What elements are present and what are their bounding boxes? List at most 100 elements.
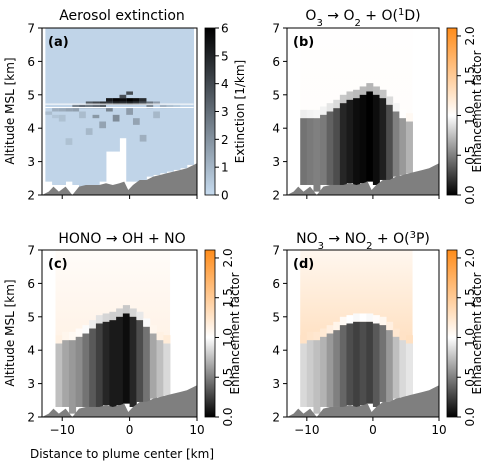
- plot-area-b: [287, 28, 439, 195]
- extinction-cell: [52, 114, 60, 119]
- x-tick-label: 10: [189, 423, 204, 437]
- colorbar-tick-label: 1.0: [463, 328, 477, 347]
- enhancement-cap: [320, 328, 328, 337]
- extinction-cell: [139, 98, 147, 102]
- enhancement-column: [122, 313, 131, 404]
- enhancement-column: [136, 320, 144, 402]
- enhancement-cap: [129, 308, 137, 317]
- extinction-cell: [58, 108, 66, 112]
- extinction-cell: [132, 101, 141, 105]
- x-tick-label: 0: [369, 423, 377, 437]
- y-tick-label: 7: [272, 244, 280, 258]
- enhancement-cap: [366, 83, 374, 92]
- extinction-cell: [72, 104, 80, 109]
- enhancement-column: [306, 118, 314, 185]
- enhancement-column: [82, 333, 90, 407]
- enhancement-cap: [306, 331, 314, 341]
- plot-area-c: [42, 250, 197, 417]
- panel-a: (a) 2 3 4 5 6 7 0 1 2 3 4 5 6 Extinction [1/km]: [27, 22, 247, 203]
- enhancement-cap: [300, 335, 308, 344]
- enhancement-cap: [353, 313, 361, 322]
- enhancement-column: [392, 111, 400, 177]
- enhancement-cap: [300, 109, 308, 119]
- extinction-cell: [153, 111, 161, 119]
- enhancement-cap: [306, 109, 314, 119]
- extinction-cell: [99, 104, 107, 109]
- extinction-column: [65, 28, 73, 182]
- extinction-cell: [112, 101, 120, 105]
- y-tick-label: 2: [27, 411, 35, 425]
- enhancement-column: [313, 118, 321, 192]
- enhancement-column: [379, 98, 387, 180]
- colorbar-tick-label: 6: [221, 22, 229, 36]
- extinction-column: [58, 28, 66, 185]
- extinction-column: [166, 28, 174, 172]
- extinction-cell: [119, 98, 127, 102]
- colorbar-label: Enhancement factor: [228, 272, 242, 394]
- panel-a-title: Aerosol extinction: [59, 8, 185, 24]
- enhancement-cap: [102, 313, 110, 322]
- enhancement-cap: [82, 325, 90, 334]
- y-tick-label: 6: [272, 55, 280, 69]
- enhancement-cap: [392, 103, 400, 112]
- enhancement-cap: [326, 325, 334, 334]
- extinction-column: [106, 28, 114, 152]
- enhancement-cap: [353, 89, 361, 99]
- extinction-cell: [99, 121, 107, 129]
- enhancement-cap: [346, 91, 354, 100]
- colorbar-tick-label: 1.5: [463, 288, 477, 307]
- y-tick-label: 5: [272, 88, 280, 102]
- y-tick-label: 5: [27, 88, 35, 102]
- extinction-cell: [112, 98, 120, 102]
- extinction-column: [186, 28, 195, 165]
- extinction-cell: [139, 101, 147, 105]
- panel-b-title: O3 → O2 + O(1D): [305, 7, 420, 29]
- extinction-cell: [79, 104, 87, 109]
- plot-frame: [286, 249, 440, 418]
- y-tick-label: 2: [272, 189, 280, 203]
- enhancement-cap: [163, 335, 171, 344]
- enhancement-cap: [392, 328, 400, 337]
- plot-frame: [41, 249, 198, 418]
- colorbar-tick-label: 0.0: [463, 407, 477, 426]
- enhancement-cap: [346, 315, 354, 324]
- enhancement-column: [366, 321, 374, 404]
- enhancement-column: [353, 321, 361, 407]
- enhancement-column: [62, 340, 70, 407]
- x-axis-label: Distance to plume center [km]: [30, 447, 214, 461]
- panel-d-title: NO3 → NO2 + O(3P): [296, 230, 430, 252]
- panel-b: (b) 2 3 4 5 6 7 0.0 0.5 1.0 1.5 2.0 Enhancement fact…: [272, 22, 484, 205]
- enhancement-cap: [339, 94, 347, 104]
- enhancement-column: [333, 108, 341, 185]
- extinction-cell: [65, 138, 73, 145]
- enhancement-cap: [313, 331, 321, 341]
- extinction-cell: [79, 111, 87, 119]
- colorbar-tick-label: 2: [221, 133, 229, 147]
- enhancement-column: [392, 336, 400, 399]
- extinction-column: [180, 28, 188, 169]
- extinction-cell: [52, 108, 60, 112]
- panel-c: (c) 2 3 4 5 6 7 −10 0 10 0.0 0.5 1.0 1.5 2.0 Enhancemen…: [27, 244, 242, 438]
- colorbar-tick-label: 1.5: [463, 66, 477, 85]
- y-tick-label: 5: [27, 310, 35, 324]
- plot-area-d: [287, 250, 439, 417]
- extinction-cell: [92, 104, 100, 109]
- extinction-cell: [119, 94, 127, 99]
- panel-letter: (a): [48, 35, 69, 50]
- enhancement-column: [399, 118, 407, 175]
- extinction-cell: [85, 104, 93, 109]
- enhancement-column: [143, 326, 151, 402]
- y-tick-label: 7: [27, 22, 35, 36]
- enhancement-cap: [379, 316, 387, 326]
- enhancement-cap: [326, 103, 334, 112]
- panel-letter: (c): [48, 257, 68, 272]
- colorbar-tick-label: 0.0: [463, 185, 477, 204]
- enhancement-column: [55, 343, 63, 407]
- x-tick-label: −10: [50, 423, 75, 437]
- extinction-column: [119, 28, 127, 139]
- plot-frame: [41, 27, 198, 196]
- enhancement-cap: [62, 331, 70, 341]
- y-tick-label: 2: [272, 411, 280, 425]
- enhancement-column: [333, 330, 341, 407]
- extinction-cell: [166, 104, 174, 109]
